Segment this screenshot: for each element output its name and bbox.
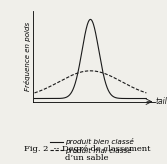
Legend: produit bien classé, produit mal classé: produit bien classé, produit mal classé: [50, 138, 134, 154]
Y-axis label: Fréquence en poids: Fréquence en poids: [24, 22, 31, 91]
Text: taille: taille: [155, 97, 167, 106]
Text: Fig. 2  -- Degré de classement
d’un sable: Fig. 2 -- Degré de classement d’un sable: [24, 145, 150, 162]
